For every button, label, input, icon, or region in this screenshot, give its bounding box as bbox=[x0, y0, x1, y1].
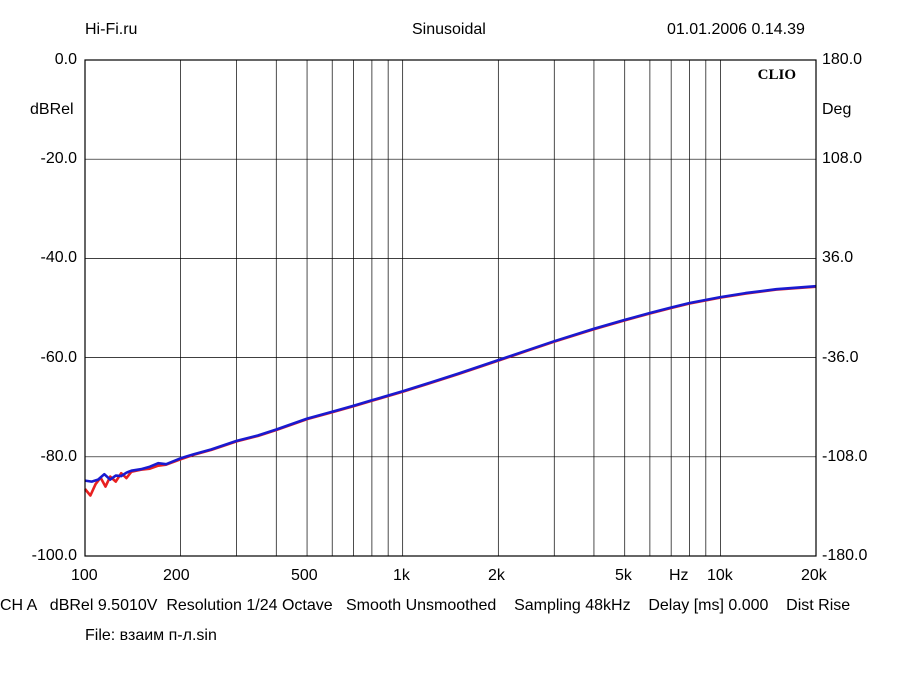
left-tick-label: -60.0 bbox=[40, 349, 77, 366]
left-tick-label: -80.0 bbox=[40, 448, 77, 465]
x-tick-label: 1k bbox=[393, 567, 410, 584]
x-tick-label: 20k bbox=[801, 567, 827, 584]
header-datetime: 01.01.2006 0.14.39 bbox=[667, 21, 805, 38]
series-line-blue bbox=[84, 284, 817, 483]
x-axis-unit: Hz bbox=[669, 567, 689, 584]
x-tick-label: 2k bbox=[488, 567, 505, 584]
right-tick-label: -36.0 bbox=[822, 349, 859, 366]
right-tick-label: 36.0 bbox=[822, 249, 854, 266]
right-tick-label: -108.0 bbox=[822, 448, 868, 465]
right-tick-label: -180.0 bbox=[822, 547, 868, 564]
left-tick-label: -20.0 bbox=[40, 150, 77, 167]
left-tick-label: -100.0 bbox=[31, 547, 77, 564]
right-tick-label: 108.0 bbox=[822, 150, 863, 167]
grid bbox=[84, 59, 817, 557]
header-mode: Sinusoidal bbox=[412, 21, 486, 38]
left-tick-label: -40.0 bbox=[40, 249, 77, 266]
x-tick-label: 100 bbox=[71, 567, 98, 584]
plot-frame bbox=[84, 59, 817, 557]
clio-logo: CLIO bbox=[758, 67, 796, 83]
series-line-red bbox=[84, 285, 817, 497]
x-tick-label: 500 bbox=[291, 567, 318, 584]
footer-settings-line: CH A dBRel 9.5010V Resolution 1/24 Octav… bbox=[0, 597, 851, 614]
series-lines bbox=[84, 284, 817, 497]
right-tick-label: 180.0 bbox=[822, 51, 863, 68]
x-tick-label: 200 bbox=[163, 567, 190, 584]
left-axis-unit: dBRel bbox=[30, 101, 74, 118]
footer-file-line: File: взаим п-л.sin bbox=[85, 627, 217, 644]
right-axis-unit: Deg bbox=[822, 101, 852, 118]
x-tick-label: 10k bbox=[707, 567, 733, 584]
header-site: Hi-Fi.ru bbox=[85, 21, 138, 38]
left-tick-label: 0.0 bbox=[54, 51, 77, 68]
x-tick-label: 5k bbox=[615, 567, 632, 584]
